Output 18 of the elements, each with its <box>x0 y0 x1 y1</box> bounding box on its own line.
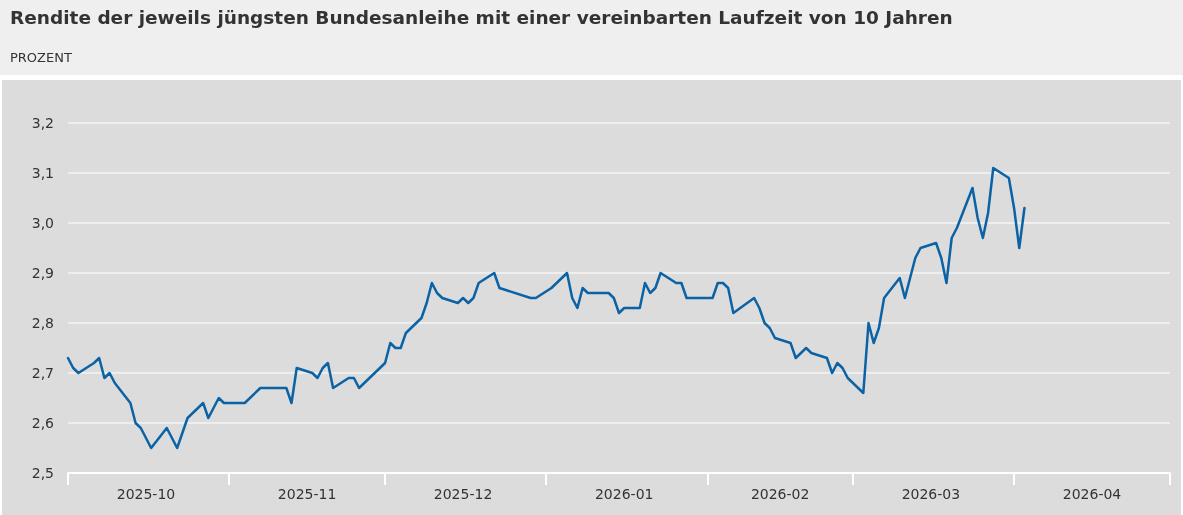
x-tick-label: 2026-03 <box>901 486 961 502</box>
line-series <box>66 166 1026 450</box>
y-tick-label: 3,2 <box>31 115 54 131</box>
y-tick-label: 3,1 <box>31 165 54 181</box>
y-tick-label: 2,5 <box>31 465 54 481</box>
x-tick-label: 2025-11 <box>277 486 337 502</box>
x-tick-label: 2025-12 <box>433 486 493 502</box>
x-tick-label: 2026-04 <box>1062 486 1122 502</box>
x-tick-label: 2025-10 <box>116 486 176 502</box>
y-tick-label: 3,0 <box>31 215 54 231</box>
chart-subtitle: PROZENT <box>10 50 72 65</box>
chart-title: Rendite der jeweils jüngsten Bundesanleihe mit einer vereinbarten Laufzeit von 10 Jahren <box>10 7 953 28</box>
y-tick-label: 2,8 <box>31 315 54 331</box>
x-tick-label: 2026-01 <box>594 486 654 502</box>
y-tick-label: 2,6 <box>31 415 55 431</box>
y-tick-label: 2,7 <box>31 365 54 381</box>
y-tick-label: 2,9 <box>31 265 54 281</box>
x-tick-label: 2026-02 <box>750 486 810 502</box>
